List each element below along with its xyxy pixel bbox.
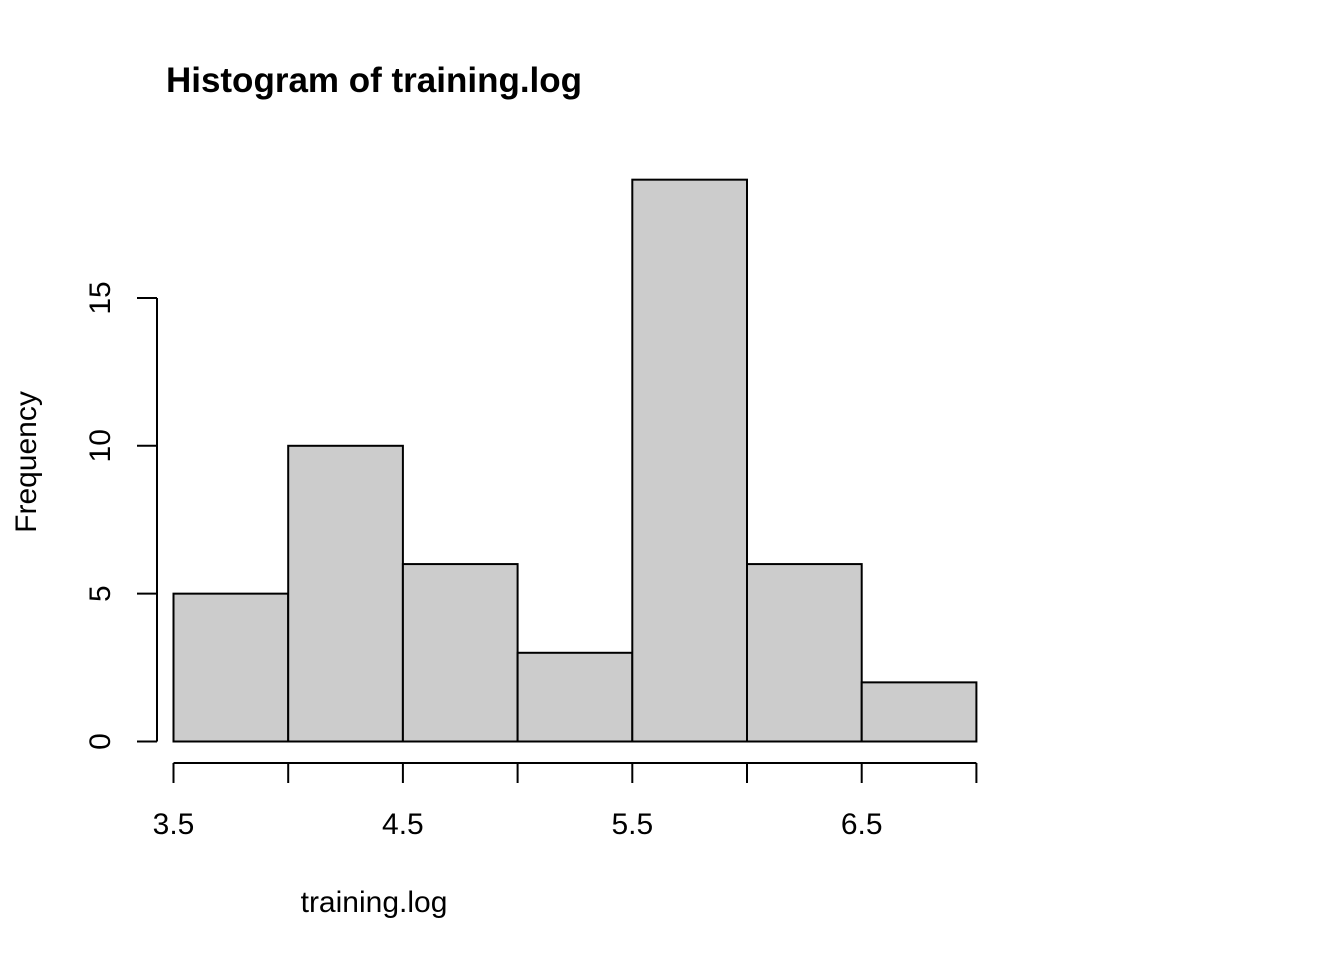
histogram-bar-1: [287, 444, 404, 743]
bars-group: [172, 178, 978, 743]
y-tick-label-1: 5: [84, 585, 117, 602]
histogram-bar-3: [516, 651, 634, 743]
x-tick-label-1: 4.5: [382, 808, 424, 841]
x-tick-label-2: 5.5: [611, 808, 653, 841]
x-axis: 3.5 4.5 5.5 6.5: [153, 762, 978, 841]
histogram-bar-0: [172, 592, 290, 743]
histogram-bar-4: [631, 178, 748, 743]
y-tick-label-0: 0: [84, 733, 117, 750]
x-tick-label-3: 6.5: [841, 808, 883, 841]
histogram-bar-5: [746, 563, 863, 743]
y-tick-label-3: 15: [84, 281, 117, 314]
x-axis-label: training.log: [301, 886, 448, 919]
histogram-bar-2: [401, 563, 519, 743]
y-axis: 0 5 10 15: [84, 281, 158, 750]
x-tick-label-0: 3.5: [153, 808, 195, 841]
y-axis-label: Frequency: [10, 391, 43, 533]
y-tick-label-2: 10: [84, 429, 117, 462]
histogram-bar-6: [860, 681, 978, 743]
chart-title: Histogram of training.log: [166, 61, 582, 100]
